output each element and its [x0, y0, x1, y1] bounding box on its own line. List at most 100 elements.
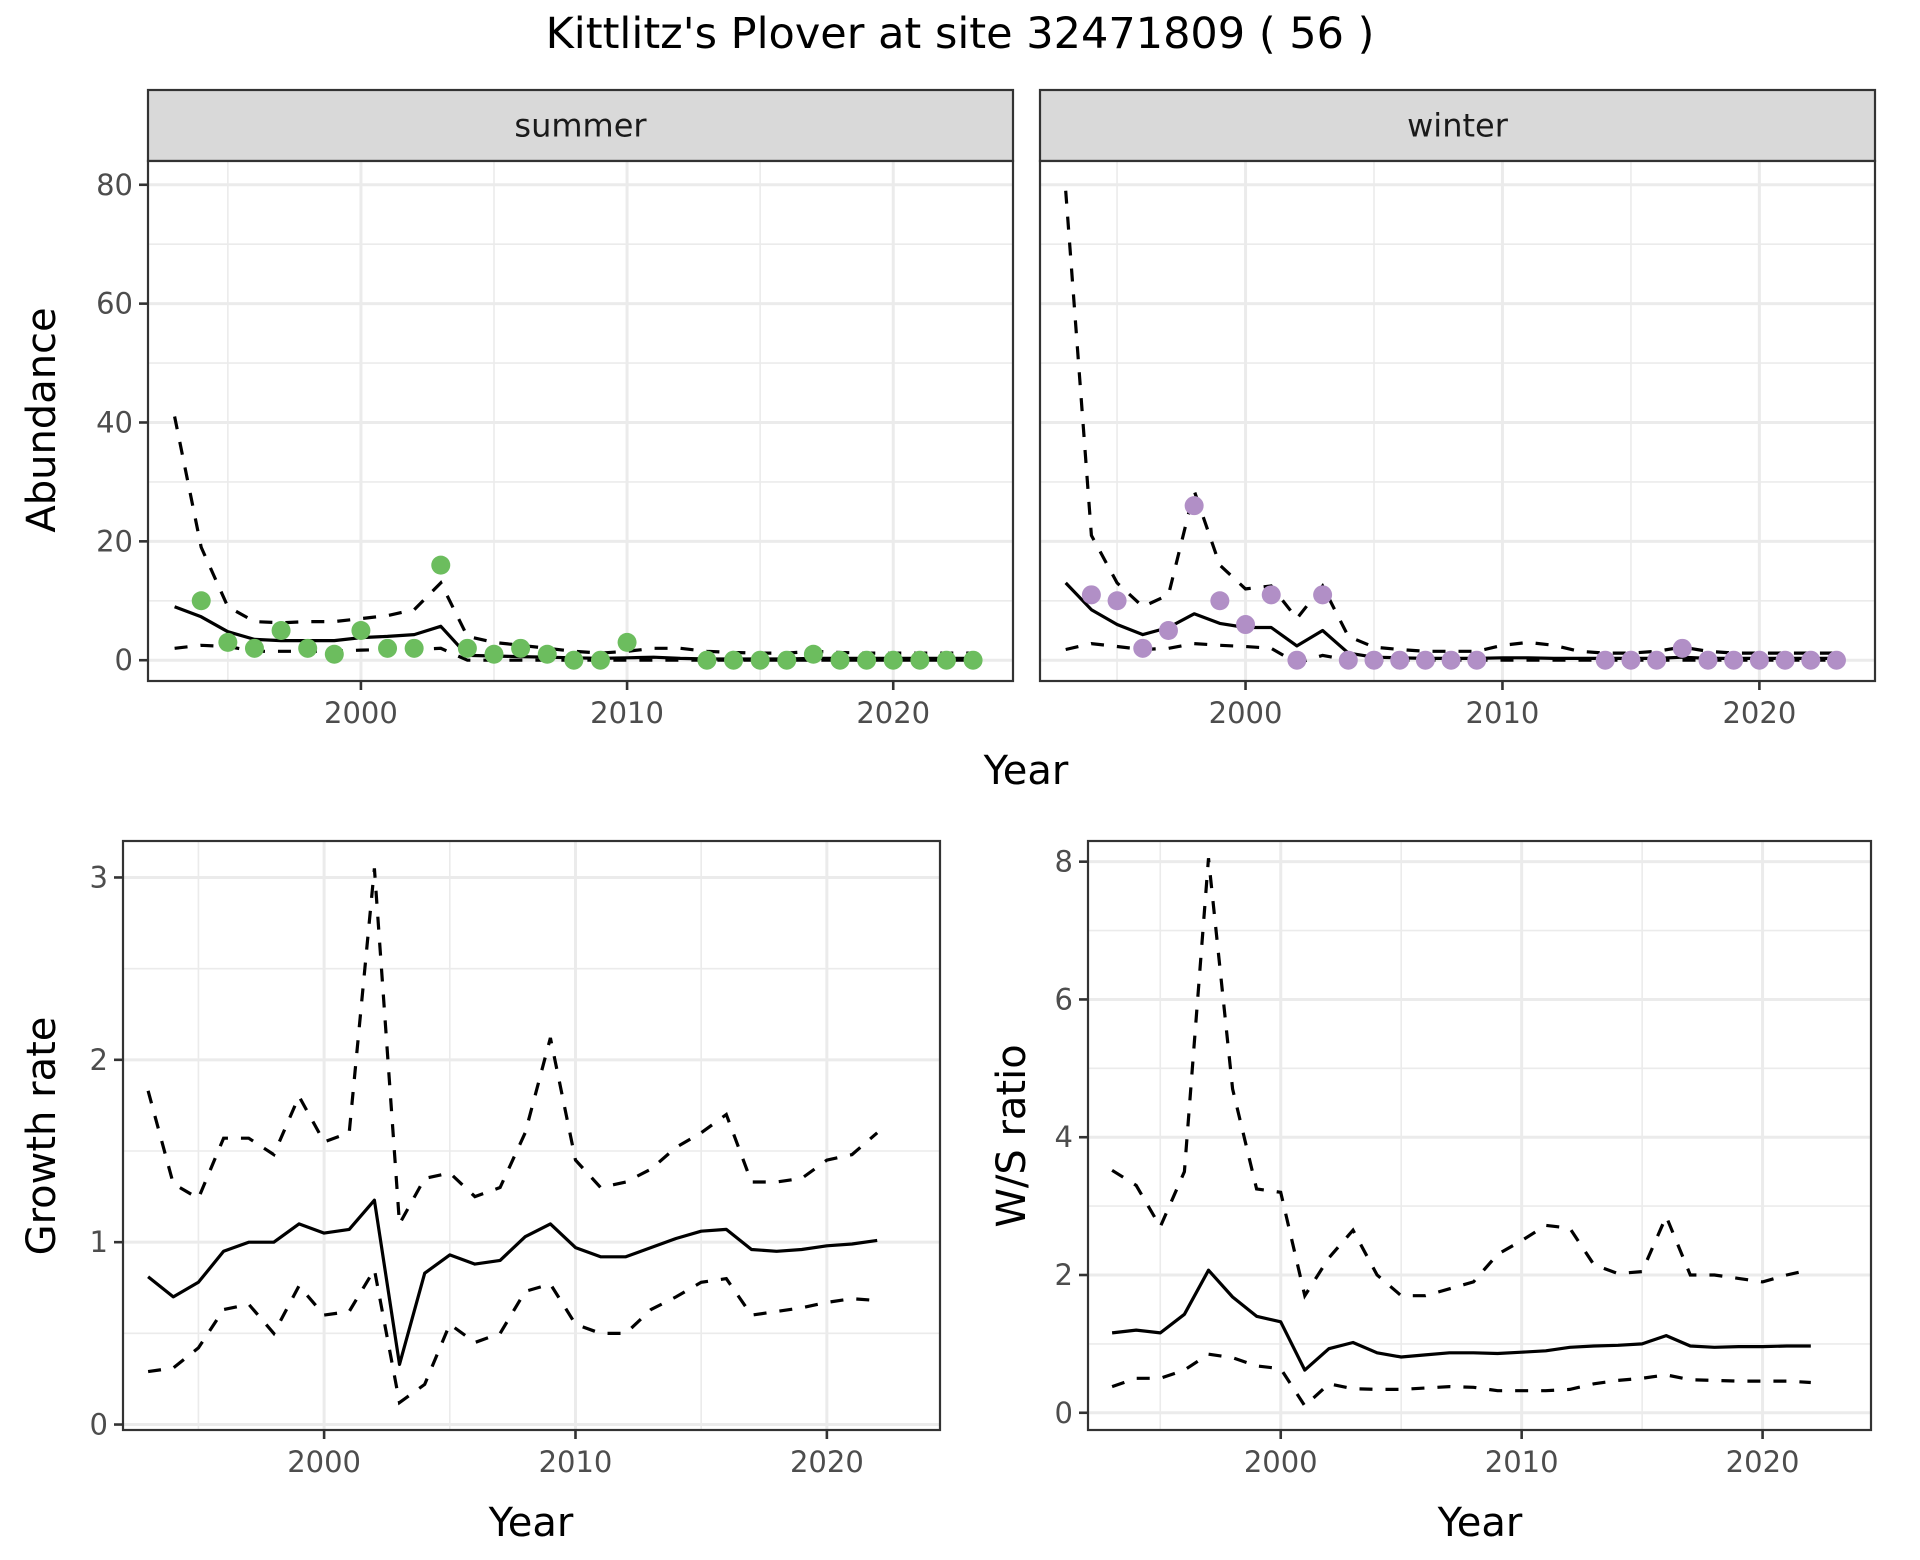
x-tick-label: 2010	[539, 1445, 613, 1479]
data-point	[457, 638, 477, 658]
data-point	[936, 650, 956, 670]
data-point	[191, 591, 211, 611]
data-point	[724, 650, 744, 670]
data-point	[298, 638, 318, 658]
data-point	[1647, 650, 1667, 670]
panel-border	[1038, 159, 1877, 683]
data-point	[1390, 650, 1410, 670]
ws-x-axis-title: Year	[1437, 1500, 1523, 1546]
y-tick-label: 4	[1055, 1120, 1073, 1154]
data-point	[1364, 650, 1384, 670]
data-point	[1749, 650, 1769, 670]
data-point	[1621, 650, 1641, 670]
panel-border	[121, 839, 942, 1432]
data-point	[803, 644, 823, 664]
data-point	[1441, 650, 1461, 670]
data-point	[218, 632, 238, 652]
data-point	[617, 632, 637, 652]
data-point	[1801, 650, 1821, 670]
ws-y-axis-title: W/S ratio	[989, 1044, 1035, 1227]
data-point	[1826, 650, 1846, 670]
data-point	[1081, 585, 1101, 605]
data-point	[244, 638, 264, 658]
data-point	[830, 650, 850, 670]
x-tick-label: 2020	[856, 696, 930, 730]
data-point	[1775, 650, 1795, 670]
y-tick-label: 2	[1055, 1258, 1073, 1292]
panel-summer: summer 2000 2010 2020 0 20 40 60 80	[96, 88, 1015, 730]
y-tick-label: 1	[90, 1225, 108, 1259]
data-point	[537, 644, 557, 664]
y-tick-label: 2	[90, 1043, 108, 1077]
data-point	[1158, 620, 1178, 640]
panel-growth-rate: 2000 2010 2020 0 1 2 3	[90, 839, 942, 1479]
x-tick-label: 2000	[287, 1445, 361, 1479]
data-point	[511, 638, 531, 658]
x-tick-label: 2010	[1485, 1445, 1559, 1479]
data-point	[883, 650, 903, 670]
data-point	[1724, 650, 1744, 670]
data-point	[777, 650, 797, 670]
figure-title: Kittlitz's Plover at site 32471809 ( 56 …	[546, 9, 1375, 59]
data-point	[1107, 591, 1127, 611]
x-tick-label: 2000	[1244, 1445, 1318, 1479]
growth-y-axis-title: Growth rate	[19, 1017, 65, 1256]
facet-strip-label: winter	[1407, 107, 1509, 145]
y-tick-label: 8	[1055, 845, 1073, 879]
data-point	[750, 650, 770, 670]
plot-background	[1088, 841, 1871, 1430]
y-tick-label: 0	[1055, 1396, 1073, 1430]
x-tick-label: 2020	[1726, 1445, 1800, 1479]
top-y-axis-title: Abundance	[19, 307, 65, 532]
x-tick-label: 2010	[1466, 696, 1540, 730]
y-tick-label: 20	[96, 524, 133, 558]
growth-x-axis-title: Year	[488, 1500, 574, 1546]
panel-border	[1086, 839, 1873, 1432]
data-point	[1672, 638, 1692, 658]
y-tick-label: 3	[90, 860, 108, 894]
x-tick-label: 2000	[324, 696, 398, 730]
plot-background	[123, 841, 940, 1430]
y-tick-label: 40	[96, 405, 133, 439]
data-point	[1184, 496, 1204, 516]
facet-strip	[146, 88, 1015, 163]
data-point	[963, 650, 983, 670]
y-tick-label: 0	[115, 643, 133, 677]
data-point	[484, 644, 504, 664]
y-tick-label: 6	[1055, 982, 1073, 1016]
mean-line	[1111, 1268, 1811, 1372]
mean-line	[147, 1198, 878, 1367]
x-tick-label: 2020	[790, 1445, 864, 1479]
x-tick-label: 2000	[1209, 696, 1283, 730]
data-point	[404, 638, 424, 658]
data-point	[1210, 591, 1230, 611]
data-point	[351, 620, 371, 640]
data-point	[857, 650, 877, 670]
facet-strip-label: summer	[514, 107, 647, 145]
y-tick-label: 60	[96, 287, 133, 321]
data-point	[910, 650, 930, 670]
data-point	[271, 620, 291, 640]
panel-winter: winter 2000 2010 2020	[1038, 88, 1877, 730]
lower-ci-line	[147, 1265, 878, 1406]
upper-ci-line	[146, 868, 879, 1230]
x-tick-label: 2020	[1722, 696, 1796, 730]
data-point	[324, 644, 344, 664]
data-point	[378, 638, 398, 658]
x-tick-label: 2010	[590, 696, 664, 730]
top-x-axis-title: Year	[983, 748, 1069, 794]
data-point	[1415, 650, 1435, 670]
y-tick-label: 0	[90, 1408, 108, 1442]
data-point	[1261, 585, 1281, 605]
data-point	[590, 650, 610, 670]
panel-border	[146, 159, 1015, 683]
data-point	[1313, 585, 1333, 605]
data-point	[1595, 650, 1615, 670]
data-point	[1287, 650, 1307, 670]
y-tick-label: 80	[96, 168, 133, 202]
data-point	[1236, 615, 1256, 635]
data-point	[1133, 638, 1153, 658]
data-point	[1698, 650, 1718, 670]
data-point	[431, 555, 451, 575]
